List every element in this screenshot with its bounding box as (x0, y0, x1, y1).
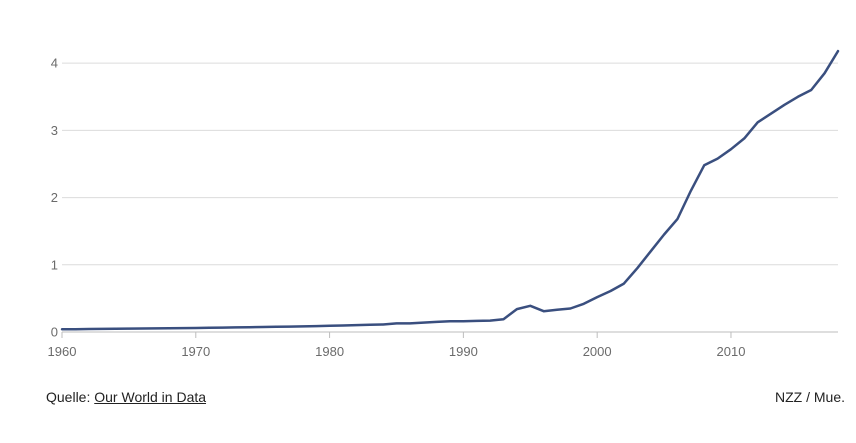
chart-footer: Quelle: Our World in Data NZZ / Mue. (46, 389, 845, 405)
y-tick-label-4: 4 (51, 56, 58, 71)
x-tick-label-1970: 1970 (181, 344, 210, 359)
y-tick-label-2: 2 (51, 190, 58, 205)
series-layer (60, 49, 840, 331)
source-prefix: Quelle: (46, 389, 95, 405)
x-tick-label-2000: 2000 (583, 344, 612, 359)
y-axis-tick-labels: 0 1 2 3 4 (51, 56, 58, 340)
x-tick-label-2010: 2010 (717, 344, 746, 359)
y-tick-label-1: 1 (51, 257, 58, 272)
line-chart: 0 1 2 3 4 1960 1970 1980 1990 2000 2010 (48, 49, 840, 359)
x-tick-label-1980: 1980 (315, 344, 344, 359)
y-tick-label-3: 3 (51, 123, 58, 138)
x-tick-label-1990: 1990 (449, 344, 478, 359)
source-note: Quelle: Our World in Data (46, 389, 206, 405)
y-tick-label-0: 0 (51, 325, 58, 340)
source-link[interactable]: Our World in Data (94, 389, 207, 405)
series-line (60, 49, 840, 331)
credit-text: NZZ / Mue. (774, 389, 845, 405)
gridlines (62, 62, 838, 333)
x-axis: 1960 1970 1980 1990 2000 2010 (48, 332, 746, 359)
x-tick-label-1960: 1960 (48, 344, 77, 359)
